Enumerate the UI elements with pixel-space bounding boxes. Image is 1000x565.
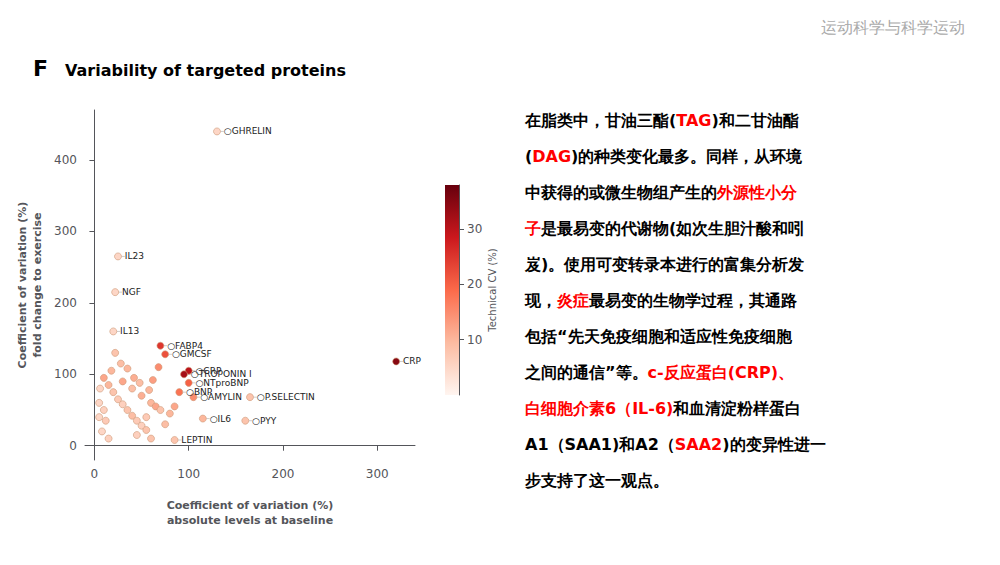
svg-text:外源性小分: 外源性小分 <box>716 183 798 202</box>
svg-text:0: 0 <box>69 439 77 453</box>
svg-text:fold change to exercise: fold change to exercise <box>31 213 44 358</box>
svg-text:200: 200 <box>272 467 295 481</box>
svg-text:岌)。使用可变转录本进行的富集分析发: 岌)。使用可变转录本进行的富集分析发 <box>524 255 804 274</box>
svg-text:NGF: NGF <box>122 287 141 297</box>
svg-text:中获得的或微生物组产生的: 中获得的或微生物组产生的 <box>525 183 717 202</box>
svg-text:○TROPONIN I: ○TROPONIN I <box>190 369 252 380</box>
svg-text:Technical CV (%): Technical CV (%) <box>487 248 498 333</box>
svg-text:子: 子 <box>524 219 541 238</box>
svg-text:)的变异性进一: )的变异性进一 <box>722 435 825 454</box>
svg-text:absolute levels at baseline: absolute levels at baseline <box>167 514 333 527</box>
svg-text:○P.SELECTIN: ○P.SELECTIN <box>257 392 315 402</box>
svg-text:白细胞介素6（IL-6): 白细胞介素6（IL-6) <box>525 399 673 418</box>
svg-text:Variability of targeted protei: Variability of targeted proteins <box>65 61 346 80</box>
svg-text:A1（SAA1): A1（SAA1) <box>525 435 619 454</box>
svg-text:○FABP4: ○FABP4 <box>167 340 203 351</box>
svg-text:30: 30 <box>467 222 482 236</box>
svg-text:○PYY: ○PYY <box>252 416 277 426</box>
svg-text:c-反应蛋白(CRP)、: c-反应蛋白(CRP)、 <box>648 363 795 382</box>
svg-text:Coefficient of variation (%): Coefficient of variation (%) <box>167 499 334 512</box>
svg-text:包括“先天免疫细胞和适应性免疫细胞: 包括“先天免疫细胞和适应性免疫细胞 <box>524 327 793 346</box>
svg-text:100: 100 <box>177 467 200 481</box>
svg-text:○AMYLIN: ○AMYLIN <box>200 392 242 402</box>
svg-text:步支持了这一观点。: 步支持了这一观点。 <box>524 471 669 490</box>
svg-text:TAG: TAG <box>676 111 711 130</box>
svg-text:CRP: CRP <box>403 356 422 366</box>
svg-text:在脂类中，甘油三酯(: 在脂类中，甘油三酯( <box>524 111 676 130</box>
svg-text:炎症: 炎症 <box>556 291 589 310</box>
svg-text:是最易变的代谢物(如次生胆汁酸和吲: 是最易变的代谢物(如次生胆汁酸和吲 <box>540 219 804 238</box>
svg-text:Coefficient of variation (%): Coefficient of variation (%) <box>16 202 29 369</box>
svg-text:○NTproBNP: ○NTproBNP <box>195 377 249 388</box>
svg-text:F: F <box>33 56 48 81</box>
svg-text:200: 200 <box>54 296 77 310</box>
svg-text:400: 400 <box>54 153 77 167</box>
svg-text:(: ( <box>525 147 532 166</box>
svg-text:之间的通信”等。: 之间的通信”等。 <box>524 363 648 382</box>
svg-text:100: 100 <box>54 367 77 381</box>
svg-text:LEPTIN: LEPTIN <box>181 435 212 445</box>
svg-text:)的种类变化最多。同样，从环境: )的种类变化最多。同样，从环境 <box>571 147 803 166</box>
svg-text:)和二甘油酯: )和二甘油酯 <box>712 111 799 130</box>
svg-text:0: 0 <box>91 467 99 481</box>
svg-text:SAA2: SAA2 <box>675 435 722 454</box>
svg-text:运动科学与科学运动: 运动科学与科学运动 <box>821 18 965 37</box>
svg-text:○IL6: ○IL6 <box>210 414 232 424</box>
svg-text:现，: 现， <box>524 291 557 310</box>
svg-text:300: 300 <box>54 224 77 238</box>
svg-text:IL13: IL13 <box>120 326 139 336</box>
svg-text:和A2（: 和A2（ <box>618 435 675 454</box>
svg-text:20: 20 <box>467 277 482 291</box>
svg-text:最易变的生物学过程，其通路: 最易变的生物学过程，其通路 <box>588 291 797 310</box>
svg-text:300: 300 <box>366 467 389 481</box>
svg-text:○GMCSF: ○GMCSF <box>172 349 212 359</box>
svg-text:DAG: DAG <box>532 147 571 166</box>
svg-text:○GHRELIN: ○GHRELIN <box>224 126 272 136</box>
svg-text:和血清淀粉样蛋白: 和血清淀粉样蛋白 <box>672 399 801 418</box>
svg-text:IL23: IL23 <box>125 251 144 261</box>
svg-text:10: 10 <box>467 333 482 347</box>
